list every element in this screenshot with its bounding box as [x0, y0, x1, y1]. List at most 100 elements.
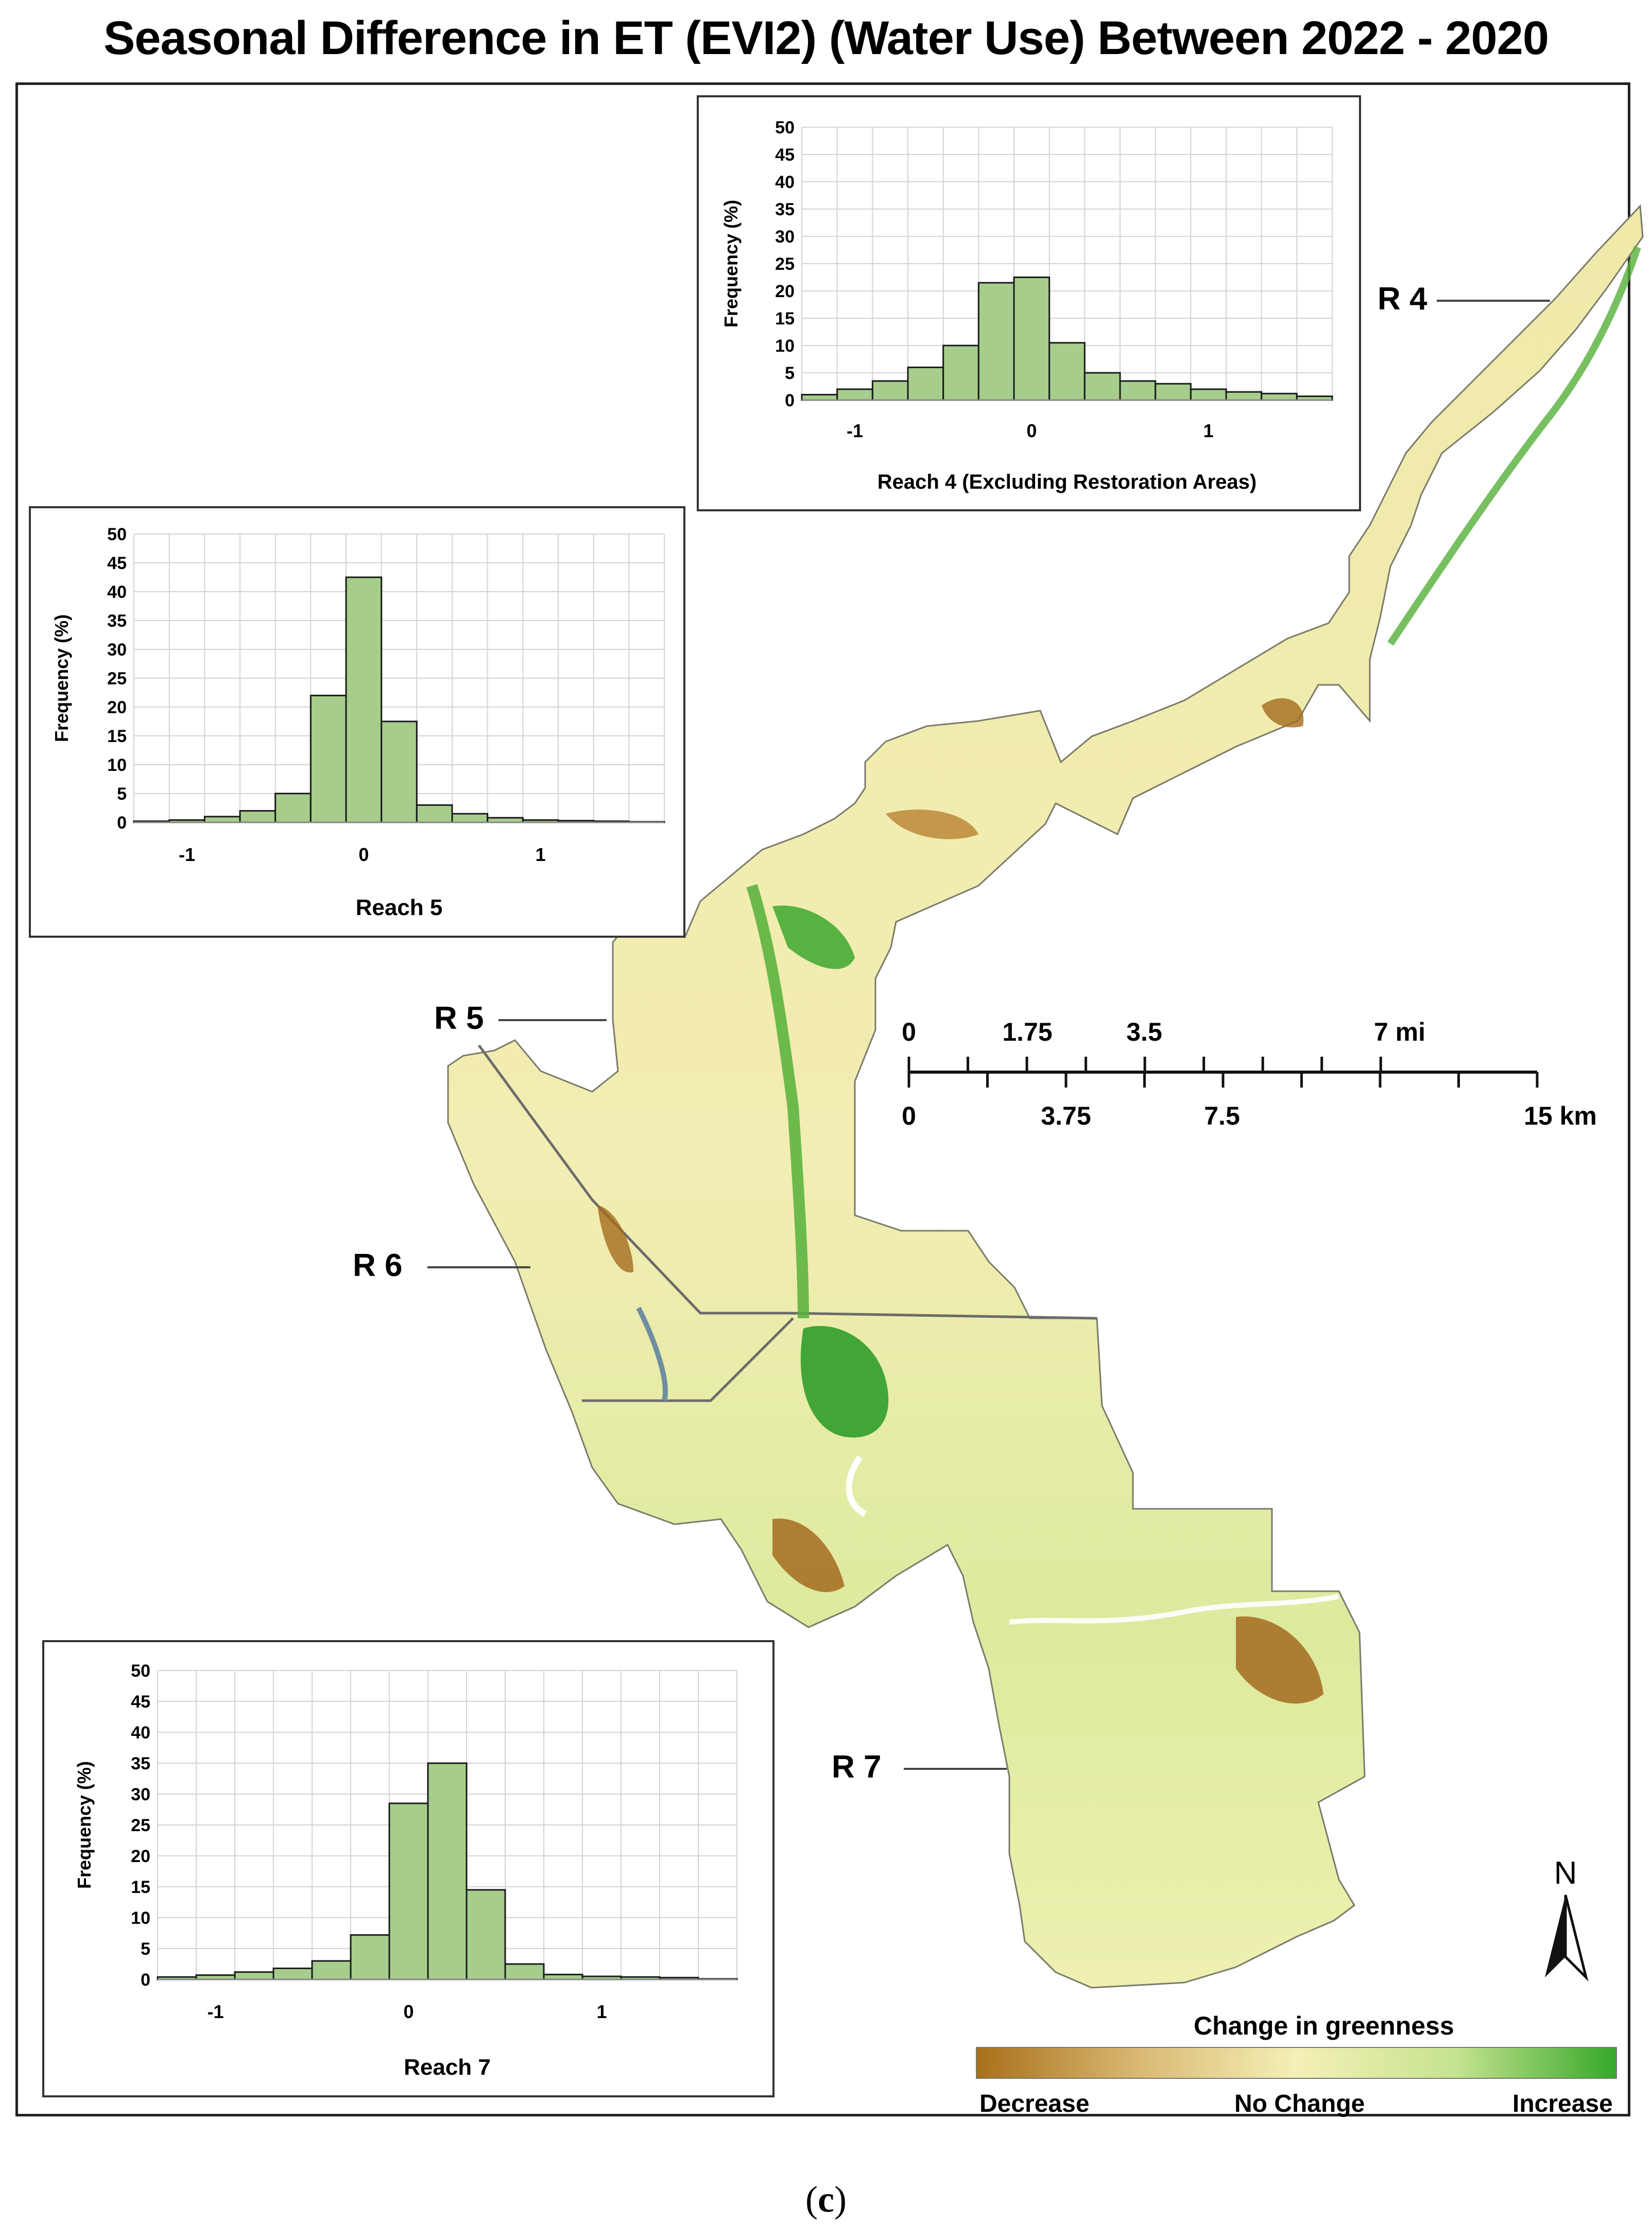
- y-tick-label: 50: [107, 525, 127, 544]
- histogram-bar: [1119, 380, 1157, 401]
- legend-low-label: Decrease: [979, 2090, 1090, 2117]
- y-tick-label: 10: [131, 1908, 150, 1928]
- y-tick-label: 45: [131, 1692, 150, 1712]
- y-tick-label: 45: [775, 145, 795, 165]
- x-axis-label: Reach 4 (Excluding Restoration Areas): [877, 471, 1257, 493]
- y-tick-label: 0: [141, 1970, 150, 1990]
- y-tick-label: 25: [775, 254, 795, 274]
- y-tick-label: 35: [131, 1754, 150, 1773]
- y-tick-label: 40: [131, 1723, 150, 1743]
- histogram-bar: [234, 1971, 274, 1980]
- scale-mi-1: 1.75: [1002, 1018, 1053, 1046]
- figure-caption: (c): [805, 2179, 847, 2220]
- x-tick-label: 0: [403, 2001, 414, 2022]
- histogram-bar: [801, 393, 838, 401]
- histogram-bar: [1261, 392, 1298, 401]
- x-axis-label: Reach 7: [404, 2055, 491, 2080]
- histogram-bar: [274, 793, 312, 823]
- y-tick-label: 5: [117, 784, 127, 804]
- y-axis-label: Frequency (%): [51, 614, 72, 742]
- histogram-bar: [309, 695, 347, 823]
- study-area-polygon: [447, 204, 1644, 1989]
- histogram-bar: [1190, 388, 1227, 401]
- x-axis-label: Reach 5: [356, 895, 443, 920]
- histogram-inset-reach7: 0 5 10 15 20 25 30 35 40 45 50 -1 0 1 Reach 7 Frequency…: [42, 1640, 775, 2097]
- histogram-inset-reach4: 0 5 10 15 20 25 30 35 40 45 50 -1 0 1 Reach 4 (Excludi…: [697, 95, 1361, 511]
- y-tick-label: 45: [107, 554, 127, 573]
- histogram-bar: [388, 1802, 429, 1980]
- legend-title: Change in greenness: [1194, 2011, 1454, 2040]
- histogram-bar: [350, 1934, 390, 1980]
- histogram-reach5: 0 5 10 15 20 25 30 35 40 45 50 -1 0 1 Reach 5 Frequency…: [51, 525, 665, 920]
- y-tick-label: 15: [775, 309, 795, 329]
- x-tick-label: -1: [179, 844, 195, 865]
- histogram-bar: [203, 816, 241, 823]
- map-title: Seasonal Difference in ET (EVI2) (Water …: [103, 12, 1549, 64]
- histogram-bar: [1013, 277, 1051, 401]
- x-tick-label: 0: [358, 844, 369, 865]
- y-tick-label: 20: [131, 1847, 150, 1866]
- y-tick-label: 0: [785, 391, 795, 410]
- y-tick-label: 35: [775, 200, 795, 219]
- histogram-bar: [272, 1967, 313, 1980]
- scale-mi-2: 3.5: [1126, 1018, 1162, 1046]
- y-tick-label: 25: [131, 1816, 150, 1835]
- x-tick-label: 1: [596, 2001, 607, 2022]
- y-tick-label: 40: [107, 582, 127, 602]
- leader-line-r4: [1437, 300, 1550, 302]
- riparian-corridor-north: [1387, 246, 1641, 646]
- y-tick-label: 50: [775, 118, 795, 137]
- histogram-bar: [416, 804, 453, 823]
- histogram-bar: [466, 1889, 506, 1980]
- reach-label-r5: R 5: [434, 1001, 484, 1036]
- histogram-bar: [1155, 383, 1192, 401]
- water-feature: [636, 1306, 668, 1402]
- histogram-bar: [1083, 372, 1121, 401]
- scale-mi-3: 7 mi: [1373, 1018, 1426, 1046]
- scale-km-3: 15 km: [1524, 1101, 1597, 1130]
- x-tick-label: 0: [1026, 420, 1037, 441]
- reach-label-r7: R 7: [832, 1749, 882, 1785]
- y-tick-label: 50: [131, 1661, 150, 1681]
- reach-label-r6: R 6: [353, 1248, 403, 1283]
- histogram-bar: [977, 282, 1015, 401]
- y-axis-label: Frequency (%): [720, 200, 742, 328]
- histogram-bar: [311, 1960, 352, 1980]
- y-tick-label: 25: [107, 669, 127, 688]
- reach-boundary-5-6: [477, 1044, 1097, 1320]
- y-tick-label: 30: [131, 1785, 150, 1804]
- reach-boundary-6-7: [582, 1317, 794, 1402]
- water-feature-3: [1009, 1594, 1339, 1625]
- decrease-patch-5: [1262, 698, 1304, 728]
- y-axis-label: Frequency (%): [74, 1761, 95, 1889]
- x-tick-label: 1: [1203, 420, 1214, 441]
- north-arrow-icon-right: [1564, 1894, 1589, 1982]
- y-tick-label: 20: [107, 698, 127, 717]
- histogram-bar: [942, 345, 979, 401]
- scale-km-0: 0: [902, 1101, 916, 1130]
- legend-color-ramp: [976, 2047, 1617, 2079]
- decrease-patch-4: [886, 810, 978, 839]
- leader-line-r7: [904, 1768, 1007, 1770]
- histogram-bar: [239, 810, 277, 823]
- leader-line-r5: [498, 1019, 607, 1021]
- x-tick-label: -1: [207, 2001, 223, 2022]
- y-tick-label: 15: [131, 1878, 150, 1897]
- y-tick-label: 30: [775, 227, 795, 247]
- decrease-patch-3: [597, 1205, 633, 1273]
- legend-mid-label: No Change: [1234, 2090, 1365, 2117]
- decrease-patch-2: [772, 1518, 845, 1592]
- y-tick-label: 30: [107, 640, 127, 660]
- x-tick-label: 1: [536, 844, 546, 865]
- histogram-bar: [1048, 342, 1086, 401]
- reach-label-r4: R 4: [1378, 281, 1427, 317]
- scale-mi-0: 0: [902, 1018, 916, 1046]
- riparian-corridor: [746, 884, 809, 1319]
- y-tick-label: 40: [775, 173, 795, 192]
- y-tick-label: 10: [107, 755, 127, 775]
- north-arrow-label: N: [1554, 1855, 1577, 1891]
- histogram-bar: [836, 388, 873, 401]
- legend-high-label: Increase: [1512, 2090, 1613, 2117]
- scale-bar-ticks: [907, 1057, 1539, 1088]
